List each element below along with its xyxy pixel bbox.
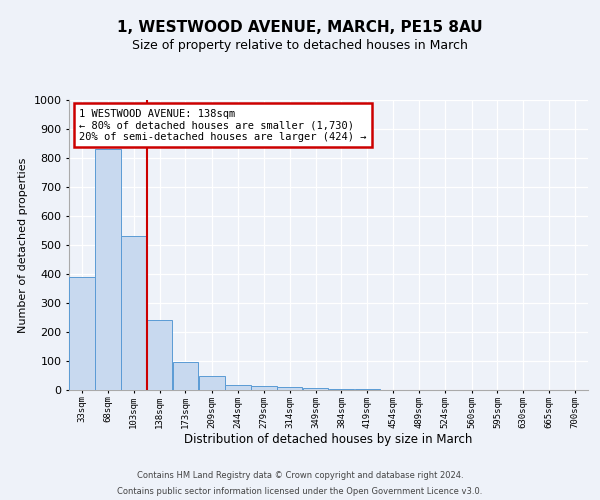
Bar [121,236,146,390]
Bar [225,385,251,390]
Bar [277,387,302,390]
Text: 1, WESTWOOD AVENUE, MARCH, PE15 8AU: 1, WESTWOOD AVENUE, MARCH, PE15 8AU [117,20,483,35]
Bar [147,320,172,390]
X-axis label: Distribution of detached houses by size in March: Distribution of detached houses by size … [184,434,473,446]
Text: Contains public sector information licensed under the Open Government Licence v3: Contains public sector information licen… [118,486,482,496]
Bar [95,150,121,390]
Text: 1 WESTWOOD AVENUE: 138sqm
← 80% of detached houses are smaller (1,730)
20% of se: 1 WESTWOOD AVENUE: 138sqm ← 80% of detac… [79,108,367,142]
Bar [173,362,198,390]
Bar [303,388,328,390]
Y-axis label: Number of detached properties: Number of detached properties [18,158,28,332]
Text: Contains HM Land Registry data © Crown copyright and database right 2024.: Contains HM Land Registry data © Crown c… [137,472,463,480]
Bar [199,376,225,390]
Bar [329,388,354,390]
Bar [69,277,95,390]
Text: Size of property relative to detached houses in March: Size of property relative to detached ho… [132,40,468,52]
Bar [251,386,277,390]
Bar [355,388,380,390]
